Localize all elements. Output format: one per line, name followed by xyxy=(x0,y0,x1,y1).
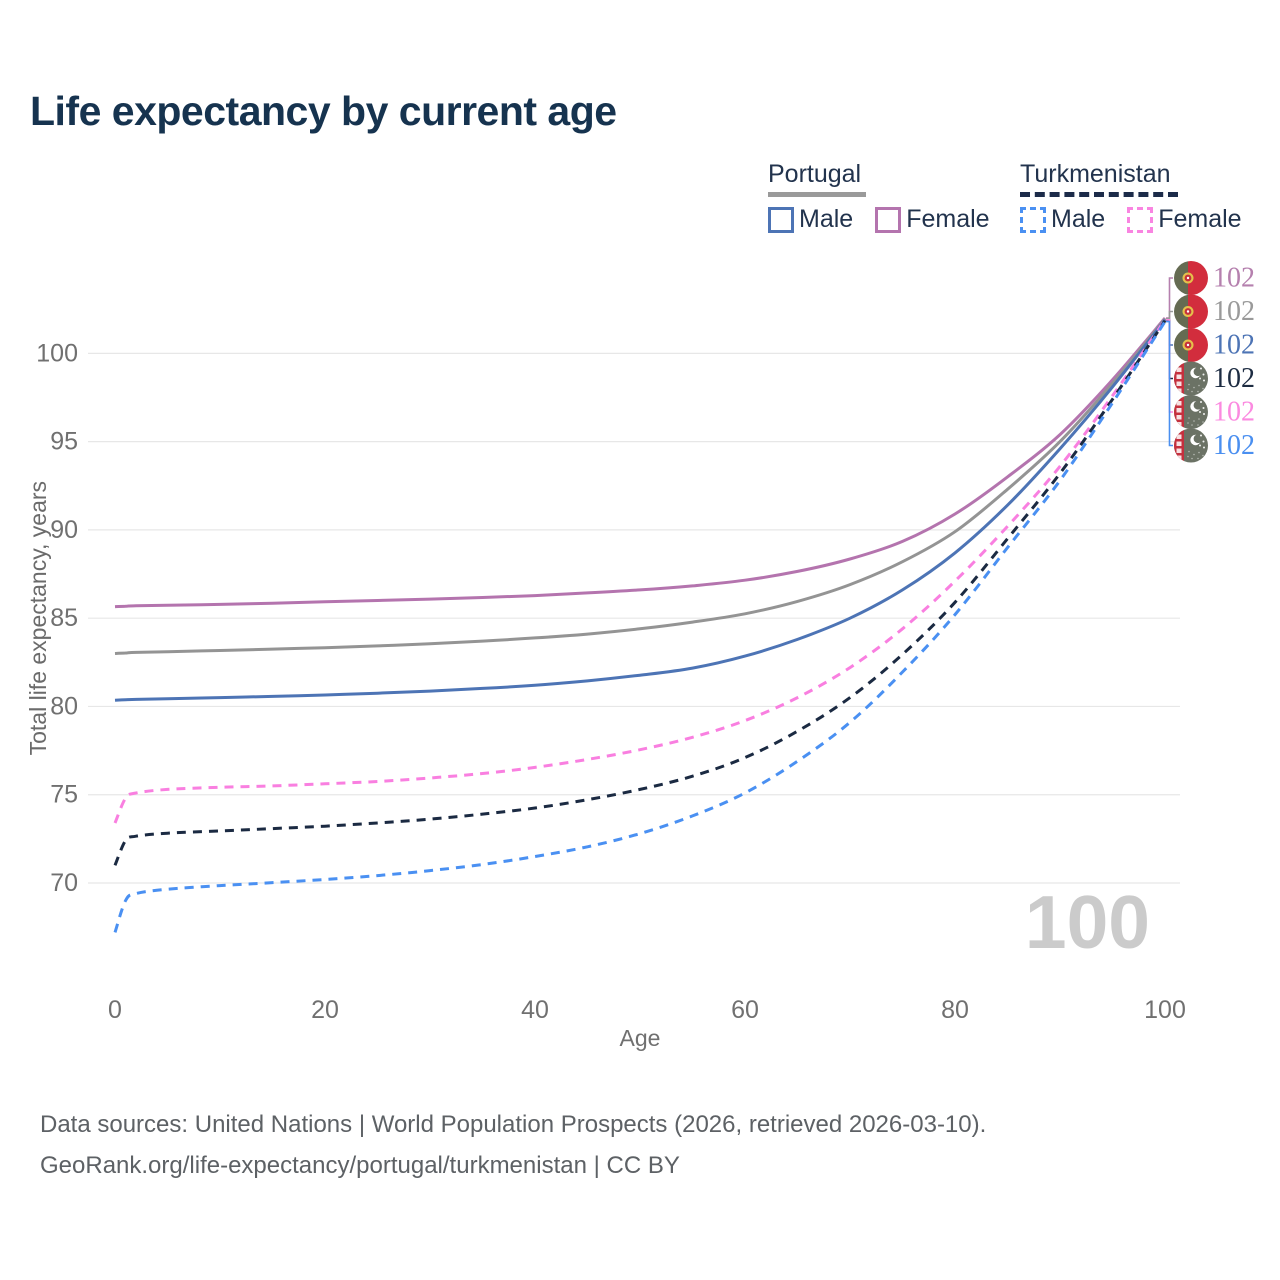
turkmenistan-female-swatch-icon xyxy=(1127,206,1154,233)
y-tick-label-70: 70 xyxy=(50,869,78,897)
x-tick-label-40: 40 xyxy=(521,996,549,1024)
legend-item-turkmenistan-male[interactable]: Male xyxy=(1020,205,1105,234)
y-tick-label-75: 75 xyxy=(50,781,78,809)
series-line-portugal-female[interactable] xyxy=(114,317,1167,609)
legend-country-turkmenistan-label[interactable]: Turkmenistan xyxy=(1020,160,1171,188)
legend-item-turkmenistan-female[interactable]: Female xyxy=(1127,205,1242,234)
legend-item-turkmenistan-male-label: Male xyxy=(1051,205,1106,233)
y-tick-label-85: 85 xyxy=(50,604,78,632)
portugal-flag-icon xyxy=(1174,261,1208,295)
legend-item-portugal-female-label: Female xyxy=(906,205,990,233)
legend-group-turkmenistan: Turkmenistan Male Female xyxy=(1020,160,1242,234)
y-tick-label-100: 100 xyxy=(36,339,78,367)
data-sources-text: Data sources: United Nations | World Pop… xyxy=(40,1111,987,1138)
series-line-turkmenistan-female[interactable] xyxy=(113,318,1167,824)
y-tick-label-95: 95 xyxy=(50,428,78,456)
x-tick-label-100: 100 xyxy=(1144,996,1186,1024)
footer: Data sources: United Nations | World Pop… xyxy=(40,1104,986,1186)
x-tick-label-0: 0 xyxy=(108,996,122,1024)
turkmenistan-flag-icon xyxy=(1174,428,1208,463)
end-label-value-portugal: 102 xyxy=(1213,296,1255,327)
end-label-connector-portugal-female xyxy=(1166,277,1173,319)
turkmenistan-flag-icon xyxy=(1174,361,1208,396)
end-label-value-turkmenistan-male: 102 xyxy=(1213,430,1255,461)
turkmenistan-flag-icon xyxy=(1174,395,1208,429)
portugal-female-swatch-icon xyxy=(875,206,902,233)
page-title: Life expectancy by current age xyxy=(30,88,617,134)
x-tick-label-60: 60 xyxy=(731,996,759,1024)
y-tick-label-90: 90 xyxy=(50,516,78,544)
end-label-value-portugal-female: 102 xyxy=(1213,263,1255,294)
series-line-portugal-male[interactable] xyxy=(114,318,1167,702)
legend-item-portugal-male[interactable]: Male xyxy=(768,205,853,234)
end-label-value-turkmenistan: 102 xyxy=(1213,363,1255,394)
y-tick-label-80: 80 xyxy=(50,692,78,720)
end-label-connector-turkmenistan-male xyxy=(1166,320,1173,447)
legend-item-portugal-male-label: Male xyxy=(799,205,854,233)
portugal-male-swatch-icon xyxy=(768,206,794,233)
end-label-connector-portugal xyxy=(1166,310,1173,320)
legend-country-portugal-label[interactable]: Portugal xyxy=(768,160,862,188)
x-tick-label-80: 80 xyxy=(941,996,969,1024)
y-axis-title: Total life expectancy, years xyxy=(25,481,51,755)
legend-country-turkmenistan-line-sample xyxy=(1020,192,1178,197)
series-line-turkmenistan-male[interactable] xyxy=(113,320,1167,933)
end-label-value-portugal-male: 102 xyxy=(1213,330,1255,361)
series-line-portugal[interactable] xyxy=(114,317,1167,655)
portugal-flag-icon xyxy=(1174,328,1208,362)
legend-item-turkmenistan-female-label: Female xyxy=(1158,205,1242,233)
portugal-flag-icon xyxy=(1174,294,1208,329)
x-tick-label-20: 20 xyxy=(311,996,339,1024)
legend-country-portugal-line-sample xyxy=(768,192,866,197)
legend-group-portugal: Portugal Male Female xyxy=(768,160,990,234)
series-line-turkmenistan[interactable] xyxy=(113,319,1167,866)
legend-item-portugal-female[interactable]: Female xyxy=(875,205,990,234)
turkmenistan-male-swatch-icon xyxy=(1020,206,1046,233)
x-axis-title: Age xyxy=(620,1025,661,1051)
attribution-text: GeoRank.org/life-expectancy/portugal/tur… xyxy=(40,1152,680,1179)
end-label-value-turkmenistan-female: 102 xyxy=(1213,397,1255,428)
age-watermark: 100 xyxy=(1025,880,1150,964)
